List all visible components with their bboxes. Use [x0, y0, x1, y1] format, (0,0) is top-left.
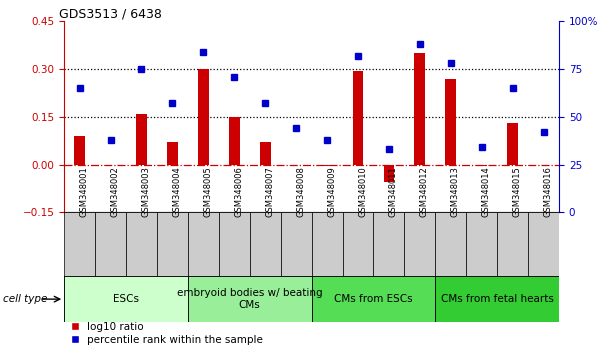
- Bar: [436, 276, 559, 322]
- Text: GSM348010: GSM348010: [358, 167, 367, 217]
- Text: GSM348016: GSM348016: [544, 167, 552, 217]
- Bar: [436, 212, 466, 276]
- Bar: [157, 212, 188, 276]
- Bar: [188, 212, 219, 276]
- Bar: [445, 79, 456, 165]
- Bar: [384, 165, 394, 182]
- Text: GSM348013: GSM348013: [451, 167, 460, 217]
- Text: ESCs: ESCs: [113, 294, 139, 304]
- Bar: [74, 136, 85, 165]
- Bar: [260, 142, 271, 165]
- Text: GSM348004: GSM348004: [172, 167, 181, 217]
- Bar: [497, 212, 528, 276]
- Bar: [188, 276, 312, 322]
- Text: GSM348007: GSM348007: [265, 167, 274, 217]
- Text: CMs from fetal hearts: CMs from fetal hearts: [441, 294, 554, 304]
- Bar: [229, 117, 240, 165]
- Bar: [343, 212, 373, 276]
- Text: GSM348015: GSM348015: [513, 167, 522, 217]
- Bar: [198, 69, 209, 165]
- Bar: [250, 212, 280, 276]
- Bar: [404, 212, 436, 276]
- Text: GSM348005: GSM348005: [203, 167, 213, 217]
- Text: GSM348009: GSM348009: [327, 167, 336, 217]
- Bar: [312, 212, 343, 276]
- Bar: [528, 212, 559, 276]
- Bar: [353, 71, 364, 165]
- Text: GSM348001: GSM348001: [79, 167, 89, 217]
- Text: CMs from ESCs: CMs from ESCs: [334, 294, 413, 304]
- Bar: [136, 114, 147, 165]
- Legend: log10 ratio, percentile rank within the sample: log10 ratio, percentile rank within the …: [67, 317, 267, 349]
- Text: GSM348011: GSM348011: [389, 167, 398, 217]
- Text: GSM348006: GSM348006: [234, 167, 243, 217]
- Bar: [280, 212, 312, 276]
- Bar: [64, 212, 95, 276]
- Text: GSM348014: GSM348014: [481, 167, 491, 217]
- Bar: [95, 212, 126, 276]
- Bar: [373, 212, 404, 276]
- Text: GSM348003: GSM348003: [142, 167, 150, 217]
- Bar: [321, 165, 332, 166]
- Bar: [312, 276, 436, 322]
- Text: GSM348012: GSM348012: [420, 167, 429, 217]
- Bar: [414, 53, 425, 165]
- Bar: [126, 212, 157, 276]
- Text: GSM348008: GSM348008: [296, 167, 305, 217]
- Text: cell type: cell type: [3, 294, 48, 304]
- Bar: [219, 212, 250, 276]
- Text: GDS3513 / 6438: GDS3513 / 6438: [59, 7, 162, 20]
- Text: embryoid bodies w/ beating
CMs: embryoid bodies w/ beating CMs: [177, 288, 323, 310]
- Bar: [466, 212, 497, 276]
- Bar: [507, 123, 518, 165]
- Text: GSM348002: GSM348002: [111, 167, 120, 217]
- Bar: [167, 142, 178, 165]
- Bar: [477, 165, 487, 166]
- Bar: [64, 276, 188, 322]
